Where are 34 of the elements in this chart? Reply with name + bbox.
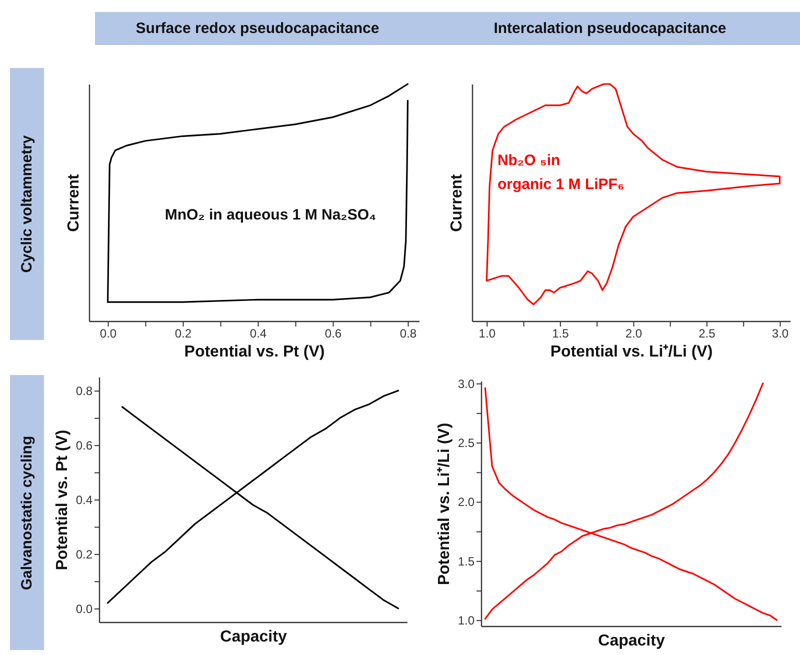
annotation: MnO₂ in aqueous 1 M Na₂SO₄: [164, 206, 376, 224]
y-axis-title: Current: [448, 173, 466, 232]
text: Cyclic voltammetry: [18, 135, 36, 273]
y-tick-label: 0.6: [76, 438, 93, 453]
y-tick-label: 0.2: [76, 547, 93, 562]
y-axis-title: Potential vs. Li⁺/Li (V): [436, 422, 453, 586]
annotation: Nb₂O ₅in organic 1 M LiPF₆: [497, 152, 624, 193]
x-tick-label: 2.5: [698, 326, 716, 340]
x-tick-label: 0.6: [324, 326, 342, 340]
y-tick-label: 2.0: [458, 495, 475, 510]
chart-title: Intercalation pseudocapacitance: [420, 12, 800, 45]
x-axis-title: Potential vs. Pt (V): [184, 344, 325, 360]
y-tick-label: 0.4: [76, 493, 93, 507]
text: Galvanostatic cycling: [18, 435, 36, 590]
y-tick-label: 2.5: [458, 436, 475, 450]
y-tick-label: 1.5: [458, 554, 475, 568]
x-tick-label: 2.0: [625, 326, 642, 340]
chart-title: Surface redox pseudocapacitance: [95, 12, 420, 45]
y-axis-title: Potential vs. Pt (V): [54, 430, 71, 570]
x-tick-label: 3.0: [772, 326, 789, 340]
x-axis-title: Potential vs. Li⁺/Li (V): [550, 344, 713, 360]
x-axis-title: Capacity: [220, 628, 287, 646]
x-tick-label: 0.0: [100, 326, 117, 340]
x-tick-label: 1.5: [552, 326, 570, 340]
x-tick-label: 0.4: [250, 326, 267, 340]
y-tick-label: 1.0: [458, 614, 475, 628]
x-axis-title: Capacity: [598, 632, 665, 650]
y-tick-label: 3.0: [458, 376, 475, 391]
y-tick-label: 0.0: [76, 602, 93, 616]
y-axis-title: Current: [66, 173, 82, 232]
x-tick-label: 0.8: [400, 326, 417, 340]
y-tick-label: 0.8: [76, 384, 93, 398]
x-tick-label: 1.0: [478, 326, 496, 340]
x-tick-label: 0.2: [174, 326, 192, 340]
